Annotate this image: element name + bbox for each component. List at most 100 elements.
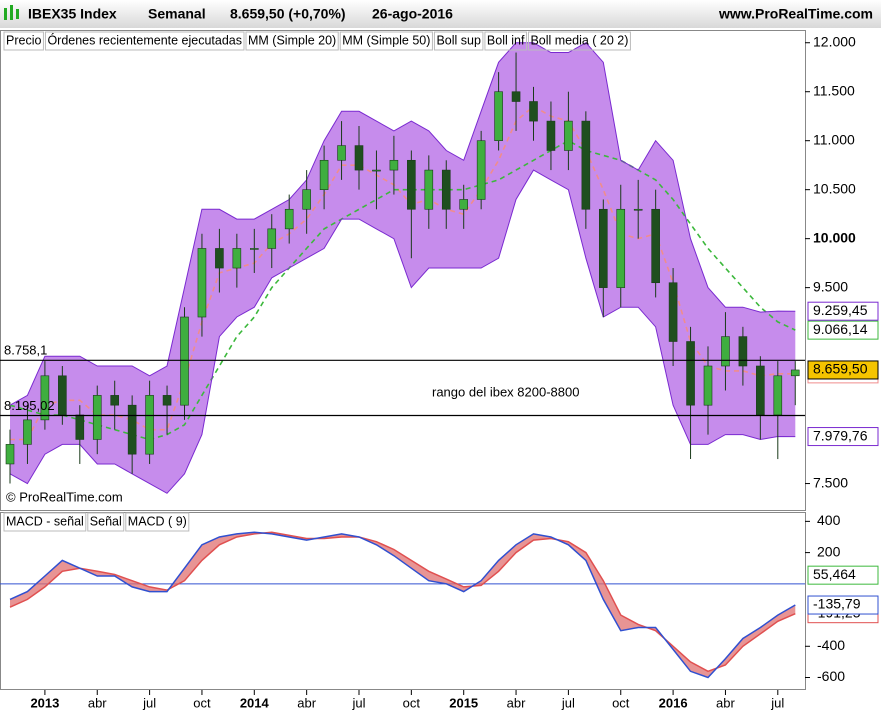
x-tick-label: oct bbox=[403, 695, 421, 710]
candle-body bbox=[319, 159, 329, 190]
candle-body bbox=[232, 248, 242, 269]
legend-box bbox=[44, 31, 245, 51]
y-tick-label: 10.000 bbox=[813, 229, 856, 245]
last-price: 8.659,50 (+0,70%) bbox=[230, 6, 346, 22]
y-tick-label: 7.500 bbox=[813, 474, 848, 490]
x-tick-label: abr bbox=[297, 695, 316, 710]
legend-label: MM (Simple 20) bbox=[248, 33, 336, 47]
legend-label: MACD - señal bbox=[6, 514, 84, 528]
candle-body bbox=[633, 208, 643, 211]
candle-body bbox=[407, 159, 416, 210]
legend-label: Señal bbox=[90, 514, 122, 528]
value-tag bbox=[807, 565, 879, 585]
icon bbox=[10, 5, 13, 20]
x-tick-label: abr bbox=[716, 695, 735, 710]
candle-body bbox=[721, 336, 730, 367]
candle-body bbox=[23, 419, 32, 445]
candle-body bbox=[790, 369, 800, 377]
x-tick-label: jul bbox=[561, 695, 575, 710]
macd-panel bbox=[0, 512, 806, 690]
candle-body bbox=[686, 341, 695, 406]
candle-body bbox=[738, 336, 748, 367]
candle-body bbox=[616, 208, 626, 288]
x-tick-label: jul bbox=[142, 695, 156, 710]
candle-body bbox=[127, 404, 137, 455]
band-fill bbox=[10, 42, 796, 494]
candle-body bbox=[284, 208, 294, 230]
source: www.ProRealTime.com bbox=[718, 6, 873, 22]
icon bbox=[4, 8, 7, 20]
value-tag-label: 9.259,45 bbox=[813, 302, 868, 318]
level-label: 8.195,02 bbox=[4, 398, 55, 413]
series-line bbox=[9, 42, 796, 406]
value-tag bbox=[807, 595, 879, 615]
x-tick-label: 2015 bbox=[449, 695, 478, 710]
series-line bbox=[9, 139, 796, 441]
candle-body bbox=[546, 120, 556, 151]
y-tick-label: 9.500 bbox=[813, 278, 848, 294]
y-tick-label: 10.500 bbox=[813, 180, 856, 196]
legend-box bbox=[484, 31, 527, 51]
legend-box bbox=[3, 512, 87, 532]
candle-body bbox=[180, 316, 189, 406]
legend-box bbox=[245, 31, 339, 51]
icon bbox=[16, 9, 19, 19]
value-tag-label: 7.979,76 bbox=[813, 427, 868, 443]
date: 26-ago-2016 bbox=[372, 6, 453, 22]
candle-body bbox=[75, 414, 85, 440]
x-tick-label: jul bbox=[351, 695, 365, 710]
y-tick-label: 200 bbox=[817, 543, 841, 559]
legend-label: Boll sup bbox=[436, 33, 481, 47]
header-bar bbox=[0, 0, 881, 28]
y-tick-label: 11.000 bbox=[813, 131, 855, 147]
x-tick-label: oct bbox=[612, 695, 630, 710]
candle-body bbox=[337, 145, 346, 161]
annotation: rango del ibex 8200-8800 bbox=[432, 384, 579, 399]
y-tick-label: 12.000 bbox=[813, 33, 856, 49]
legend-label: MACD ( 9) bbox=[128, 514, 187, 528]
x-tick-label: oct bbox=[193, 695, 211, 710]
legend-label: Órdenes recientemente ejecutadas bbox=[47, 32, 242, 47]
value-tag-label: 8.659,50 bbox=[813, 361, 868, 377]
legend-box bbox=[433, 31, 484, 51]
x-tick-label: 2014 bbox=[240, 695, 270, 710]
legend-label: Boll inf bbox=[487, 33, 525, 47]
value-tag bbox=[807, 427, 879, 447]
title: IBEX35 Index bbox=[28, 6, 117, 22]
candle-body bbox=[267, 228, 277, 249]
y-tick-label: -400 bbox=[817, 637, 845, 653]
candle-body bbox=[372, 169, 381, 172]
x-tick-label: jul bbox=[770, 695, 784, 710]
candle-body bbox=[564, 120, 573, 151]
candle-body bbox=[5, 444, 15, 465]
candle-body bbox=[441, 169, 451, 210]
legend-box bbox=[527, 31, 631, 51]
candle-body bbox=[424, 169, 434, 210]
candle-body bbox=[58, 375, 67, 416]
candle-body bbox=[773, 375, 783, 416]
candle-body bbox=[651, 208, 660, 284]
candle-body bbox=[459, 199, 469, 210]
legend-box bbox=[3, 31, 44, 51]
period: Semanal bbox=[148, 6, 206, 22]
candle-body bbox=[581, 120, 591, 210]
value-tag-label: -135,79 bbox=[813, 596, 861, 612]
candle-body bbox=[494, 91, 503, 141]
x-tick-label: abr bbox=[88, 695, 107, 710]
candle-body bbox=[511, 91, 521, 102]
candle-body bbox=[598, 208, 608, 288]
candle-body bbox=[703, 365, 713, 406]
y-tick-label: 400 bbox=[817, 512, 841, 528]
x-tick-label: 2013 bbox=[30, 695, 59, 710]
watermark: © ProRealTime.com bbox=[6, 489, 123, 504]
legend-box bbox=[87, 512, 125, 532]
candle-body bbox=[250, 248, 259, 250]
y-tick-label: -600 bbox=[817, 668, 845, 684]
value-tag bbox=[807, 320, 879, 340]
macd-line bbox=[9, 531, 796, 679]
candle-body bbox=[162, 395, 172, 406]
legend-box bbox=[125, 512, 190, 532]
candle-body bbox=[197, 248, 207, 318]
candle-body bbox=[389, 159, 399, 171]
